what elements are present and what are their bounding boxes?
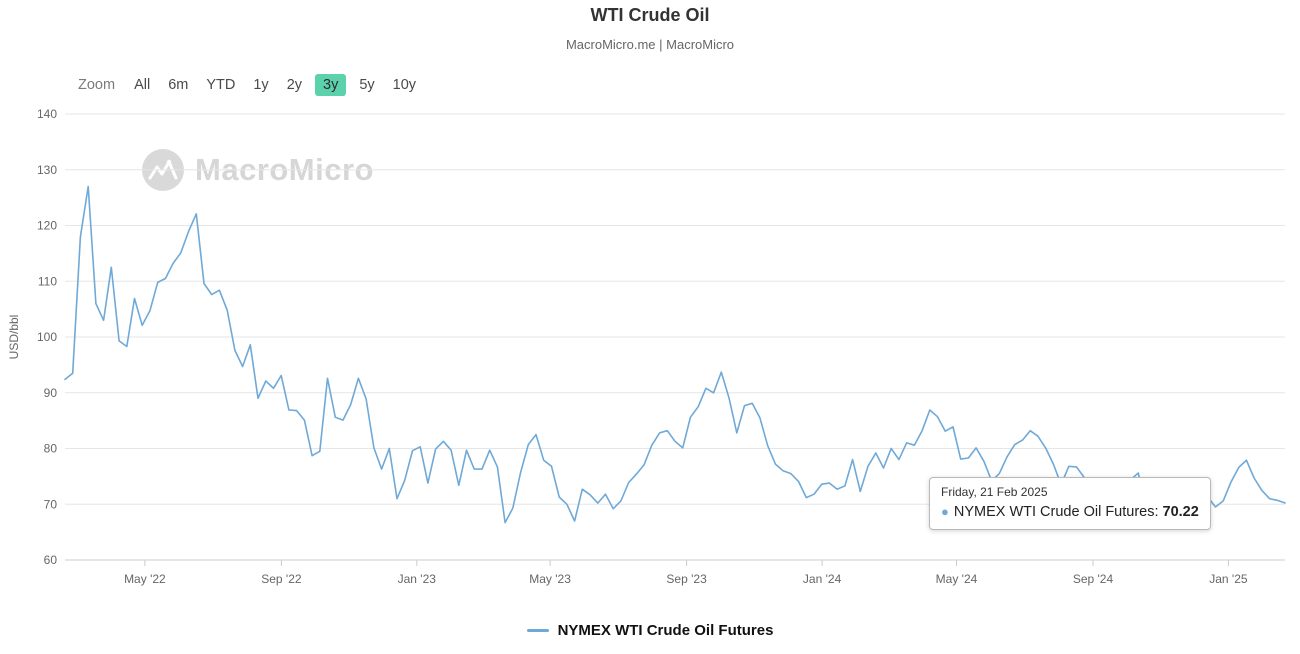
y-axis-label: USD/bbl bbox=[7, 315, 21, 360]
zoom-option-1y[interactable]: 1y bbox=[253, 77, 269, 93]
y-tick-label: 110 bbox=[38, 274, 57, 288]
zoom-option-ytd[interactable]: YTD bbox=[206, 77, 236, 93]
zoom-option-5y[interactable]: 5y bbox=[359, 77, 375, 93]
y-tick-label: 60 bbox=[44, 553, 58, 567]
tooltip-series-row: ● NYMEX WTI Crude Oil Futures: 70.22 bbox=[941, 504, 1199, 520]
y-tick-label: 140 bbox=[37, 107, 57, 121]
x-tick-label: Sep '23 bbox=[666, 572, 707, 586]
tooltip-value: 70.22 bbox=[1162, 504, 1199, 520]
y-tick-label: 100 bbox=[37, 330, 57, 344]
y-tick-label: 70 bbox=[44, 497, 58, 511]
price-line[interactable] bbox=[64, 185, 1286, 529]
chart-legend[interactable]: NYMEX WTI Crude Oil Futures bbox=[0, 622, 1300, 639]
x-tick-label: May '23 bbox=[529, 572, 571, 586]
zoom-label: Zoom bbox=[78, 77, 116, 93]
series-marker-icon: ● bbox=[941, 504, 949, 519]
legend-label: NYMEX WTI Crude Oil Futures bbox=[557, 622, 774, 639]
tooltip-date: Friday, 21 Feb 2025 bbox=[941, 485, 1048, 499]
tooltip-series-label: NYMEX WTI Crude Oil Futures: bbox=[953, 504, 1159, 520]
zoom-option-2y[interactable]: 2y bbox=[286, 77, 303, 93]
zoom-option-10y[interactable]: 10y bbox=[392, 77, 417, 93]
y-tick-label: 120 bbox=[37, 219, 57, 233]
x-tick-label: Jan '25 bbox=[1209, 572, 1248, 586]
x-tick-label: May '22 bbox=[124, 572, 166, 586]
y-tick-label: 130 bbox=[37, 163, 57, 177]
x-tick-label: Jan '23 bbox=[398, 572, 437, 586]
zoom-option-3y[interactable]: 3y bbox=[315, 74, 347, 96]
chart-subtitle: MacroMicro.me | MacroMicro bbox=[565, 37, 735, 52]
chart-tooltip: Friday, 21 Feb 2025 ● NYMEX WTI Crude Oil… bbox=[929, 477, 1211, 530]
y-tick-label: 80 bbox=[44, 442, 58, 456]
legend-line-marker-icon bbox=[526, 629, 549, 632]
page-title: WTI Crude Oil bbox=[590, 5, 710, 25]
x-tick-label: Sep '24 bbox=[1073, 572, 1114, 586]
y-tick-label: 90 bbox=[44, 386, 58, 400]
x-tick-label: May '24 bbox=[936, 572, 978, 586]
zoom-controls: Zoom All 6m YTD 1y 2y 3y 5y 10y bbox=[78, 74, 429, 96]
zoom-option-all[interactable]: All bbox=[134, 77, 151, 93]
x-tick-label: Jan '24 bbox=[803, 572, 842, 586]
x-tick-label: Sep '22 bbox=[261, 572, 302, 586]
zoom-option-6m[interactable]: 6m bbox=[168, 77, 189, 93]
